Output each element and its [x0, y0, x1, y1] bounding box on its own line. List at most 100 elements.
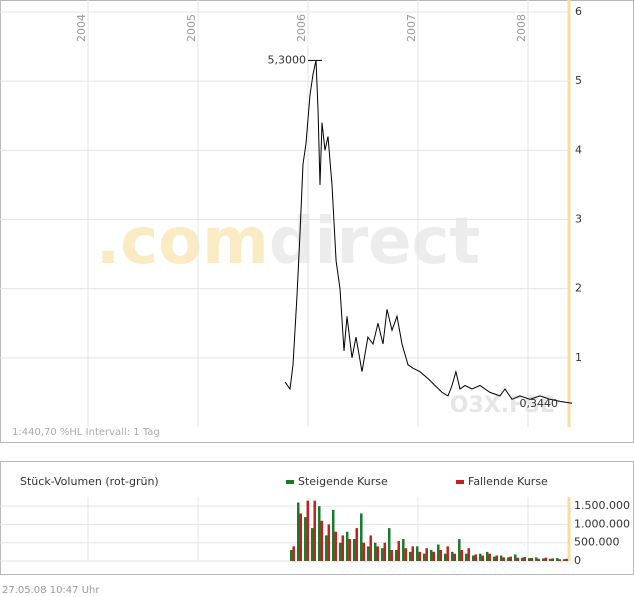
- volume-bar: [544, 557, 547, 561]
- volume-bar: [467, 548, 470, 561]
- y-tick-label: 1.000.000: [574, 517, 630, 530]
- legend-swatch: [286, 480, 294, 484]
- volume-bar: [464, 553, 468, 561]
- volume-bar: [369, 535, 372, 561]
- volume-bar: [432, 551, 435, 561]
- price-line: [284, 60, 573, 404]
- volume-bar: [453, 553, 456, 561]
- volume-bar: [297, 502, 300, 561]
- volume-bar: [437, 544, 440, 561]
- legend-label: Fallende Kurse: [468, 475, 548, 488]
- volume-bar: [390, 550, 393, 561]
- y-tick-label: 4: [575, 143, 582, 156]
- volume-bar: [443, 553, 447, 561]
- volume-bar: [289, 550, 293, 561]
- volume-bar: [348, 539, 351, 561]
- x-tick-label: 2007: [405, 14, 418, 42]
- volume-bar: [528, 558, 531, 561]
- volume-bar: [439, 550, 443, 561]
- volume-bar: [345, 531, 349, 561]
- volume-bar: [325, 535, 328, 561]
- volume-bar: [362, 542, 366, 561]
- volume-bar: [460, 550, 464, 561]
- volume-bar: [402, 539, 405, 561]
- volume-bar: [541, 558, 545, 561]
- x-tick-label: 2006: [295, 14, 308, 42]
- volume-bar: [479, 553, 482, 561]
- volume-bar: [320, 520, 324, 561]
- volume-bar: [292, 546, 295, 561]
- volume-bar: [425, 548, 428, 561]
- volume-bar: [327, 524, 331, 561]
- y-tick-label: 1.500.000: [574, 499, 630, 512]
- volume-bar: [506, 557, 510, 561]
- watermark: .comdirect: [96, 205, 480, 279]
- volume-bar: [352, 539, 356, 561]
- volume-bar: [418, 551, 422, 561]
- volume-bar: [549, 558, 552, 561]
- volume-bar: [360, 513, 363, 561]
- volume-bar: [509, 556, 512, 561]
- volume-bar: [499, 555, 503, 561]
- volume-bar: [446, 546, 449, 561]
- legend-label: Steigende Kurse: [298, 475, 388, 488]
- volume-title: Stück-Volumen (rot-grün): [20, 475, 159, 488]
- volume-bar: [537, 558, 541, 561]
- x-tick-label: 2004: [75, 14, 88, 42]
- volume-bar: [495, 555, 499, 561]
- volume-bar: [556, 558, 559, 561]
- y-tick-label: 1: [575, 351, 582, 364]
- x-tick-label: 2005: [185, 14, 198, 42]
- volume-bar: [558, 559, 562, 561]
- volume-bar: [341, 535, 345, 561]
- footnote: 1:440,70 %HL Intervall: 1 Tag: [12, 427, 160, 438]
- volume-bar: [523, 556, 526, 561]
- volume-bar: [565, 558, 568, 561]
- volume-bar: [331, 509, 335, 561]
- watermark-suffix: direct: [269, 205, 480, 279]
- x-tick-label: 2008: [515, 14, 528, 42]
- volume-bar: [387, 528, 391, 561]
- volume-bar: [535, 557, 538, 561]
- volume-bar: [530, 558, 533, 561]
- high-label: 5,3000: [268, 53, 307, 66]
- y-tick-label: 6: [575, 5, 582, 18]
- volume-bar: [306, 500, 310, 561]
- volume-bar: [472, 555, 475, 561]
- legend-swatch: [456, 480, 464, 484]
- volume-bar: [299, 513, 302, 561]
- volume-bar: [429, 550, 433, 561]
- low-label: 0,3440: [520, 397, 559, 410]
- volume-bar: [474, 554, 478, 561]
- volume-bar: [374, 542, 377, 561]
- timestamp: 27.05.08 10:47 Uhr: [2, 585, 100, 596]
- volume-bar: [366, 546, 370, 561]
- y-tick-label: 0: [574, 554, 581, 567]
- volume-bar: [381, 548, 384, 561]
- volume-bar: [422, 553, 426, 561]
- volume-bar: [502, 557, 505, 561]
- y-tick-label: 2: [575, 282, 582, 295]
- volume-bar: [383, 542, 387, 561]
- volume-bar: [404, 548, 408, 561]
- volume-bar: [481, 555, 485, 561]
- volume-bar: [310, 528, 314, 561]
- y-tick-label: 3: [575, 213, 582, 226]
- volume-bar: [313, 500, 316, 561]
- volume-bar: [551, 558, 555, 561]
- volume-bar: [318, 506, 321, 561]
- volume-bar: [408, 551, 412, 561]
- volume-bar: [488, 553, 491, 561]
- volume-bar: [416, 546, 419, 561]
- volume-bar: [395, 550, 398, 561]
- volume-bar: [514, 554, 517, 561]
- y-tick-label: 500.000: [574, 536, 620, 549]
- volume-bar: [355, 528, 358, 561]
- volume-bar: [411, 546, 414, 561]
- volume-bar: [334, 531, 337, 561]
- volume-bar: [376, 546, 379, 561]
- volume-bar: [493, 556, 496, 561]
- volume-bar: [516, 557, 520, 561]
- volume-bar: [520, 557, 524, 561]
